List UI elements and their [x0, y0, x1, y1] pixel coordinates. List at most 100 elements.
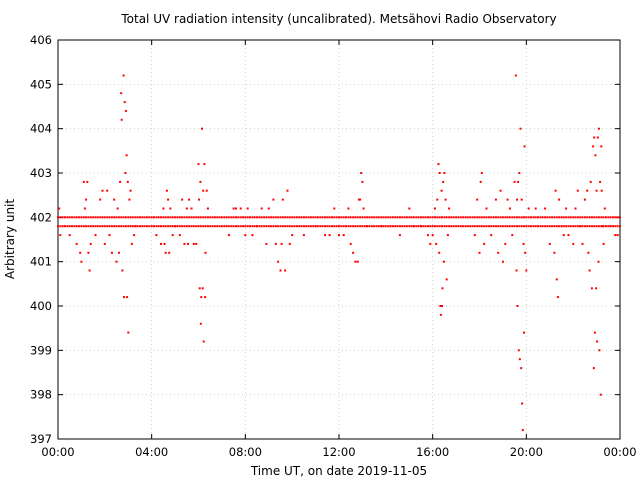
- data-point: [139, 225, 141, 228]
- data-point: [68, 234, 71, 237]
- data-point: [619, 216, 621, 219]
- data-point: [415, 216, 418, 219]
- data-point: [436, 225, 439, 228]
- data-point: [213, 216, 216, 219]
- y-tick-label: 405: [30, 77, 52, 91]
- data-point: [201, 287, 204, 290]
- data-point: [75, 216, 78, 219]
- data-point: [616, 234, 619, 237]
- data-point: [537, 225, 539, 228]
- data-point: [239, 225, 242, 228]
- data-point: [119, 180, 122, 183]
- data-point: [101, 216, 104, 219]
- data-point: [117, 216, 120, 219]
- data-point: [440, 189, 443, 192]
- data-point: [614, 216, 617, 219]
- data-point: [370, 216, 373, 219]
- data-point: [155, 234, 158, 237]
- data-point: [223, 225, 226, 228]
- data-point: [206, 225, 209, 228]
- data-point: [601, 225, 604, 228]
- data-point: [586, 216, 589, 219]
- data-point: [61, 216, 64, 219]
- data-point: [59, 225, 62, 228]
- data-point: [143, 225, 146, 228]
- data-point: [88, 269, 91, 272]
- data-point: [532, 225, 535, 228]
- data-point: [148, 225, 151, 228]
- data-point: [101, 189, 104, 192]
- data-point: [272, 198, 275, 201]
- data-point: [160, 225, 162, 228]
- data-point: [244, 216, 247, 219]
- data-point: [227, 225, 230, 228]
- data-point: [569, 216, 572, 219]
- data-point: [574, 225, 577, 228]
- data-point: [431, 234, 434, 237]
- data-point: [459, 225, 462, 228]
- data-point: [188, 216, 191, 219]
- data-point: [518, 216, 521, 219]
- data-point: [127, 225, 130, 228]
- data-point: [579, 216, 582, 219]
- data-point: [263, 225, 266, 228]
- data-point: [274, 242, 277, 245]
- data-point: [544, 216, 547, 219]
- data-point: [431, 216, 434, 219]
- data-point: [497, 216, 500, 219]
- data-point: [466, 216, 469, 219]
- data-point: [272, 225, 275, 228]
- data-point: [94, 225, 97, 228]
- data-point: [612, 216, 614, 219]
- data-point: [126, 296, 129, 299]
- data-point: [192, 242, 195, 245]
- data-point: [122, 225, 125, 228]
- data-point: [59, 216, 62, 219]
- data-point: [508, 207, 511, 210]
- data-point: [89, 225, 92, 228]
- data-point: [281, 216, 284, 219]
- data-point: [387, 225, 390, 228]
- data-point: [122, 74, 125, 77]
- data-point: [345, 225, 347, 228]
- data-point: [422, 216, 425, 219]
- data-point: [291, 225, 294, 228]
- data-point: [73, 225, 76, 228]
- data-point: [410, 216, 413, 219]
- data-point: [267, 207, 270, 210]
- data-point: [394, 216, 397, 219]
- data-point: [349, 216, 352, 219]
- data-point: [300, 216, 303, 219]
- data-point: [595, 225, 598, 228]
- data-point: [218, 216, 221, 219]
- data-point: [483, 225, 486, 228]
- data-point: [534, 216, 537, 219]
- chart-title: Total UV radiation intensity (uncalibrat…: [120, 12, 556, 26]
- data-point: [515, 269, 518, 272]
- data-point: [537, 216, 539, 219]
- data-point: [302, 234, 305, 237]
- data-point: [560, 225, 563, 228]
- data-point: [197, 163, 200, 166]
- data-point: [331, 216, 333, 219]
- data-point: [443, 225, 446, 228]
- data-point: [360, 172, 363, 174]
- data-point: [129, 216, 132, 219]
- data-point: [405, 216, 408, 219]
- data-point: [124, 225, 127, 228]
- data-point: [523, 331, 525, 334]
- data-point: [108, 234, 111, 237]
- data-point: [326, 225, 329, 228]
- data-point: [469, 225, 472, 228]
- data-point: [600, 216, 603, 219]
- data-point: [64, 216, 66, 219]
- x-tick-label: 00:00: [41, 445, 74, 459]
- data-point: [64, 225, 66, 228]
- data-point: [389, 225, 392, 228]
- x-tick-label: 08:00: [229, 445, 262, 459]
- data-point: [115, 225, 118, 228]
- data-point: [373, 225, 376, 228]
- data-point: [520, 225, 523, 228]
- data-point: [499, 216, 502, 219]
- data-point: [162, 225, 165, 228]
